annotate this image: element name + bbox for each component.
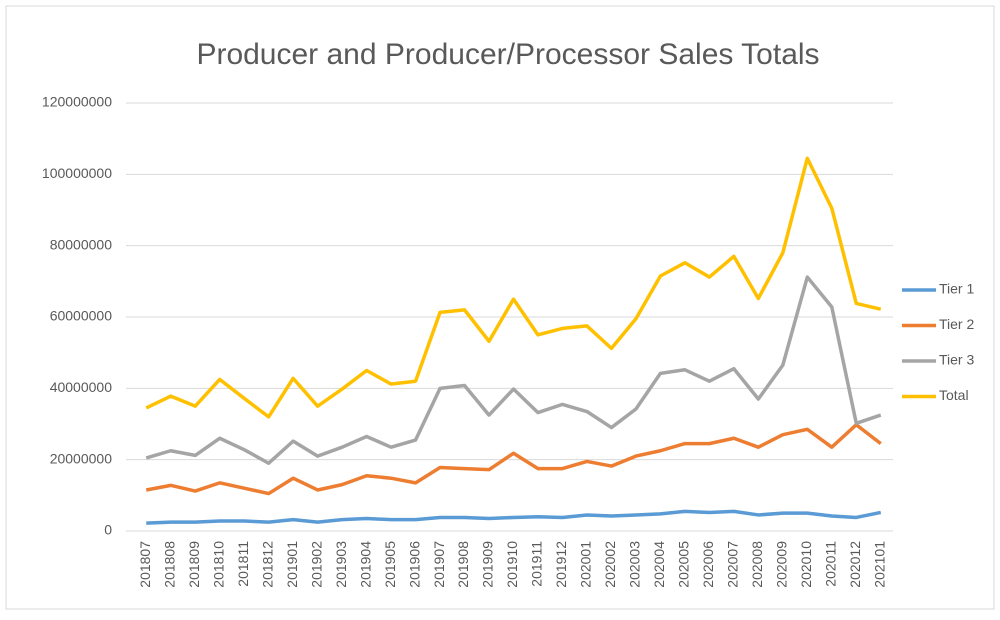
x-tick-label: 201912 <box>553 541 569 588</box>
x-tick-label: 201904 <box>357 541 373 588</box>
chart-title: Producer and Producer/Processor Sales To… <box>196 38 819 71</box>
x-tick-label: 202002 <box>602 541 618 588</box>
x-tick-label: 202003 <box>627 541 643 588</box>
series-line <box>145 275 882 465</box>
legend-label: Tier 3 <box>939 352 974 368</box>
legend-label: Tier 1 <box>939 281 974 297</box>
x-tick-label: 201810 <box>210 541 226 588</box>
x-tick-label: 201811 <box>235 541 251 587</box>
y-tick-label: 100000000 <box>42 165 112 181</box>
x-tick-label: 201907 <box>431 541 447 588</box>
x-tick-label: 202007 <box>725 541 741 588</box>
x-tick-label: 201910 <box>504 541 520 588</box>
y-tick-label: 120000000 <box>42 94 112 110</box>
x-tick-label: 202010 <box>798 541 814 588</box>
x-tick-label: 201902 <box>308 541 324 588</box>
legend-label: Tier 2 <box>939 316 974 332</box>
x-tick-label: 201807 <box>137 541 153 588</box>
x-tick-label: 201909 <box>480 541 496 588</box>
x-tick-label: 202001 <box>578 541 594 588</box>
x-tick-label: 202101 <box>871 541 887 588</box>
y-tick-label: 80000000 <box>50 236 113 252</box>
y-tick-label: 20000000 <box>50 450 113 466</box>
x-tick-label: 202006 <box>700 541 716 588</box>
x-tick-label: 201906 <box>406 541 422 588</box>
y-tick-label: 60000000 <box>50 308 113 324</box>
y-tick-label: 40000000 <box>50 379 113 395</box>
x-tick-label: 201905 <box>382 541 398 588</box>
x-tick-label: 202009 <box>774 541 790 588</box>
x-tick-label: 201812 <box>259 541 275 588</box>
x-tick-label: 202004 <box>651 541 667 588</box>
x-tick-label: 202008 <box>749 541 765 588</box>
x-tick-label: 202012 <box>847 541 863 588</box>
x-tick-label: 202005 <box>676 541 692 588</box>
x-tick-label: 201809 <box>186 541 202 588</box>
x-tick-label: 201901 <box>284 541 300 588</box>
chart-border <box>5 5 995 610</box>
x-tick-label: 201903 <box>333 541 349 588</box>
series-line <box>145 422 882 496</box>
legend-label: Total <box>939 387 969 403</box>
series-line <box>146 509 882 525</box>
series-line <box>145 156 882 419</box>
y-tick-label: 0 <box>104 522 112 538</box>
x-tick-label: 201808 <box>161 541 177 588</box>
x-tick-label: 201911 <box>529 541 545 587</box>
x-tick-label: 201908 <box>455 541 471 588</box>
x-tick-label: 202011 <box>822 541 838 587</box>
